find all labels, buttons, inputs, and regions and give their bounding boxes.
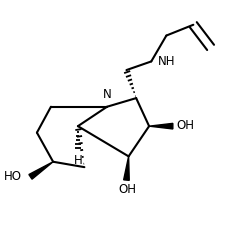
Text: NH: NH xyxy=(157,55,174,68)
Polygon shape xyxy=(29,162,53,179)
Text: OH: OH xyxy=(118,183,135,196)
Polygon shape xyxy=(123,156,129,180)
Text: N: N xyxy=(102,88,111,101)
Polygon shape xyxy=(148,123,172,129)
Text: H: H xyxy=(73,154,82,167)
Text: OH: OH xyxy=(175,119,193,132)
Text: HO: HO xyxy=(4,170,22,183)
